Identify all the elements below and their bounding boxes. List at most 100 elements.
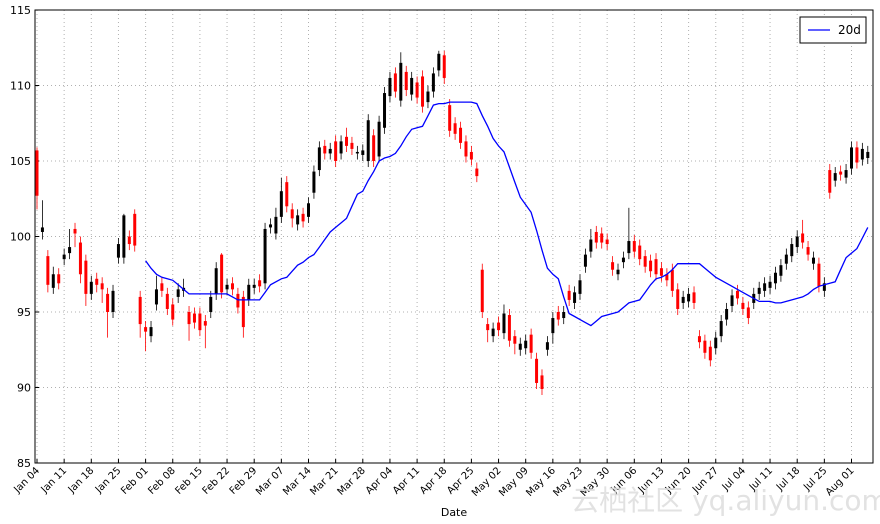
candle-body (345, 136, 349, 146)
candle-body (616, 269, 620, 275)
candle-body (312, 171, 316, 193)
candle-body (84, 260, 88, 294)
candle-body (811, 257, 815, 264)
candle-body (475, 168, 479, 177)
candle-body (198, 313, 202, 331)
candle-body (551, 318, 555, 334)
candle-body (643, 256, 647, 267)
candle-body (795, 236, 799, 248)
candle-body (860, 148, 864, 160)
candle-body (383, 93, 387, 128)
candle-body (507, 315, 511, 341)
candle-body (665, 274, 669, 281)
candle-body (334, 141, 338, 161)
candle-body (486, 324, 490, 331)
candle-body (133, 213, 137, 246)
candle-body (171, 304, 175, 320)
candle-body (230, 283, 234, 290)
candle-body (833, 173, 837, 181)
y-tick-label: 110 (10, 80, 31, 93)
candle-body (399, 62, 403, 101)
candle-body (355, 151, 359, 154)
candle-body (404, 71, 408, 91)
candle-body (573, 292, 577, 303)
candle-body (621, 257, 625, 263)
candle-body (258, 280, 262, 287)
candle-body (106, 293, 110, 312)
candle-body (518, 343, 522, 350)
candle-body (763, 283, 767, 291)
candle-body (670, 269, 674, 291)
candle-body (339, 141, 343, 154)
candle-body (502, 313, 506, 334)
candle-body (35, 150, 39, 196)
candle-body (806, 247, 810, 255)
candle-body (241, 296, 245, 328)
candle-body (839, 171, 843, 175)
y-tick-label: 95 (17, 306, 31, 319)
candle-body (279, 191, 283, 217)
candle-body (681, 296, 685, 303)
candle-body (844, 170, 848, 178)
candle-body (524, 340, 528, 349)
candle-body (296, 215, 300, 225)
candle-body (127, 236, 131, 245)
candle-body (540, 375, 544, 390)
candle-body (46, 256, 50, 285)
candle-body (393, 73, 397, 92)
candle-body (676, 289, 680, 309)
candle-body (209, 296, 213, 312)
candle-body (654, 259, 658, 275)
candle-body (421, 76, 425, 107)
candle-body (735, 290, 739, 299)
candle-body (594, 231, 598, 243)
ma-line (145, 101, 869, 327)
candle-body (122, 215, 126, 258)
candle-body (361, 150, 365, 155)
candle-body (464, 141, 468, 157)
candle-body (154, 289, 158, 305)
candle-body (268, 224, 272, 228)
y-tick-label: 115 (10, 4, 31, 17)
candle-body (469, 151, 473, 160)
candle-body (274, 216, 278, 234)
candle-body (138, 296, 142, 325)
candle-body (317, 147, 321, 171)
candle-body (442, 55, 446, 78)
candle-body (214, 268, 218, 294)
candle-body (703, 340, 707, 353)
candle-body (529, 334, 533, 353)
candle-body (497, 322, 501, 331)
candle-body (828, 170, 832, 193)
candle-body (247, 284, 251, 300)
candle-body (149, 327, 153, 337)
candle-body (144, 327, 148, 332)
candle-body (453, 123, 457, 134)
candle-body (448, 105, 452, 131)
y-tick-label: 90 (17, 382, 31, 395)
candle-body (388, 77, 392, 97)
candle-body (757, 287, 761, 294)
candle-body (600, 233, 604, 243)
candle-body (165, 293, 169, 309)
candle-body (236, 293, 240, 308)
candle-body (850, 147, 853, 169)
candle-body (605, 239, 609, 245)
candle-body (730, 295, 734, 306)
candle-body (100, 283, 104, 290)
candle-body (57, 274, 61, 284)
candle-body (220, 254, 224, 293)
candle-body (784, 254, 788, 264)
candle-body (301, 213, 305, 222)
candle-body (578, 280, 582, 294)
candle-body (431, 73, 435, 92)
candle-body (459, 127, 463, 143)
candle-body (68, 247, 72, 254)
candle-body (714, 337, 718, 349)
candle-body (176, 289, 180, 297)
candle-body (866, 151, 870, 158)
candle-body (719, 321, 723, 337)
candle-body (611, 262, 615, 270)
